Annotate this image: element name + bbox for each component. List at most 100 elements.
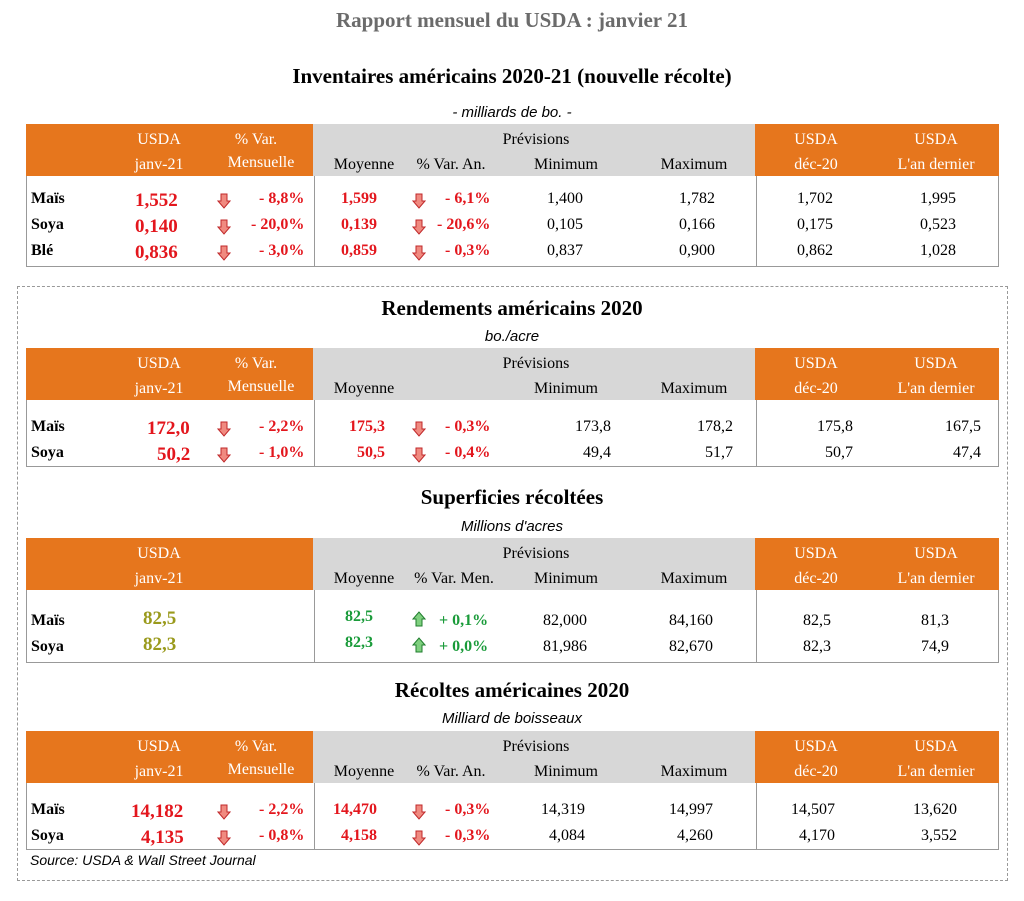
annual-var: - 0,3%: [445, 827, 491, 844]
header-usda-dec: USDA: [794, 738, 838, 755]
annual-var: - 20,6%: [437, 216, 491, 233]
header-janv: janv-21: [134, 156, 184, 173]
header-moyenne: Moyenne: [333, 763, 395, 780]
table-header: USDA janv-21 % Var. Mensuelle Prévisions…: [26, 124, 999, 176]
harvest-title: Récoltes américaines 2020: [394, 678, 630, 702]
table-row: Maïs 82,5 82,5 + 0,1% 82,000 84,160 82,5…: [27, 608, 998, 636]
min-value: 1,400: [547, 190, 583, 207]
inventory-title: Inventaires américains 2020-21 (nouvelle…: [292, 64, 732, 88]
monthly-var: - 3,0%: [259, 242, 305, 259]
avg-value: 0,859: [341, 242, 377, 259]
report-title: Rapport mensuel du USDA : janvier 21: [336, 8, 688, 32]
down-arrow-icon: [412, 193, 426, 209]
monthly-var: - 2,2%: [259, 418, 305, 435]
usda-value: 4,135: [141, 827, 184, 848]
min-value: 0,105: [547, 216, 583, 233]
annual-var: - 0,3%: [445, 801, 491, 818]
yields-table: USDA janv-21 % Var. Mensuelle Prévisions…: [26, 348, 999, 467]
min-value: 82,000: [543, 612, 587, 629]
inventory-unit: - milliards de bo. -: [452, 104, 572, 121]
annual-var: - 0,3%: [445, 242, 491, 259]
last-year-value: 0,523: [920, 216, 956, 233]
header-mensuelle: Mensuelle: [227, 761, 295, 778]
header-dec: déc-20: [794, 156, 838, 173]
last-year-value: 1,028: [920, 242, 956, 259]
last-year-value: 47,4: [953, 444, 981, 461]
monthly-var: - 0,8%: [259, 827, 305, 844]
header-usda-dec: USDA: [794, 131, 838, 148]
dec-value: 175,8: [817, 418, 853, 435]
min-value: 4,084: [549, 827, 585, 844]
header-var: % Var.: [234, 355, 278, 372]
header-var-an: % Var. An.: [416, 156, 486, 173]
monthly-var: - 1,0%: [259, 444, 305, 461]
dec-value: 0,862: [797, 242, 833, 259]
header-minimum: Minimum: [533, 570, 598, 587]
usda-value: 0,836: [135, 242, 178, 263]
usda-value: 14,182: [131, 801, 184, 822]
down-arrow-icon: [412, 447, 426, 463]
min-value: 0,837: [547, 242, 583, 259]
header-last-year: L'an dernier: [897, 156, 975, 173]
harvest-table: USDA janv-21 % Var. Mensuelle Prévisions…: [26, 731, 999, 853]
header-usda-dec: USDA: [794, 355, 838, 372]
up-arrow-icon: [412, 637, 426, 653]
header-usda-last: USDA: [914, 355, 958, 372]
header-previsions: Prévisions: [502, 545, 570, 562]
table-row: Soya 0,140 - 20,0% 0,139 - 20,6% 0,105 0…: [27, 216, 998, 240]
row-label: Maïs: [31, 801, 65, 818]
header-maximum: Maximum: [660, 570, 728, 587]
acreage-unit: Millions d'acres: [460, 518, 564, 535]
header-minimum: Minimum: [533, 156, 598, 173]
yields-unit: bo./acre: [484, 328, 540, 345]
usda-value: 82,5: [143, 608, 177, 629]
down-arrow-icon: [217, 804, 231, 820]
table-row: Maïs 172,0 - 2,2% 175,3 - 0,3% 173,8 178…: [27, 418, 998, 442]
table-body: Maïs 172,0 - 2,2% 175,3 - 0,3% 173,8 178…: [26, 400, 999, 467]
inventory-table: USDA janv-21 % Var. Mensuelle Prévisions…: [26, 124, 999, 267]
header-moyenne: Moyenne: [333, 380, 395, 397]
max-value: 178,2: [697, 418, 733, 435]
down-arrow-icon: [217, 421, 231, 437]
min-value: 49,4: [583, 444, 611, 461]
header-usda-last: USDA: [914, 131, 958, 148]
header-var: % Var.: [234, 738, 278, 755]
max-value: 84,160: [669, 612, 713, 629]
max-value: 82,670: [669, 638, 713, 655]
header-mensuelle: Mensuelle: [227, 154, 295, 171]
table-body: Maïs 1,552 - 8,8% 1,599 - 6,1% 1,400 1,7…: [26, 176, 999, 267]
table-row: Blé 0,836 - 3,0% 0,859 - 0,3% 0,837 0,90…: [27, 242, 998, 266]
max-value: 51,7: [705, 444, 733, 461]
row-label: Maïs: [31, 190, 65, 207]
max-value: 4,260: [677, 827, 713, 844]
acreage-title: Superficies récoltées: [420, 485, 604, 509]
table-row: Soya 4,135 - 0,8% 4,158 - 0,3% 4,084 4,2…: [27, 827, 998, 851]
down-arrow-icon: [217, 447, 231, 463]
table-row: Maïs 14,182 - 2,2% 14,470 - 0,3% 14,319 …: [27, 801, 998, 825]
header-maximum: Maximum: [660, 763, 728, 780]
header-janv: janv-21: [134, 380, 184, 397]
down-arrow-icon: [412, 421, 426, 437]
monthly-var: - 8,8%: [259, 190, 305, 207]
down-arrow-icon: [412, 245, 426, 261]
row-label: Soya: [31, 444, 64, 461]
table-row: Maïs 1,552 - 8,8% 1,599 - 6,1% 1,400 1,7…: [27, 190, 998, 214]
header-dec: déc-20: [794, 380, 838, 397]
monthly-var: + 0,1%: [439, 612, 489, 629]
yields-title: Rendements américains 2020: [381, 296, 643, 320]
header-janv: janv-21: [134, 763, 184, 780]
dec-value: 0,175: [797, 216, 833, 233]
down-arrow-icon: [412, 804, 426, 820]
down-arrow-icon: [217, 830, 231, 846]
dec-value: 82,5: [803, 612, 831, 629]
dec-value: 14,507: [791, 801, 835, 818]
down-arrow-icon: [412, 830, 426, 846]
header-janv: janv-21: [134, 570, 184, 587]
avg-value: 1,599: [341, 190, 377, 207]
row-label: Soya: [31, 827, 64, 844]
row-label: Soya: [31, 216, 64, 233]
max-value: 1,782: [679, 190, 715, 207]
table-header: USDA janv-21 % Var. Mensuelle Prévisions…: [26, 731, 999, 783]
row-label: Maïs: [31, 612, 65, 629]
header-moyenne: Moyenne: [333, 156, 395, 173]
